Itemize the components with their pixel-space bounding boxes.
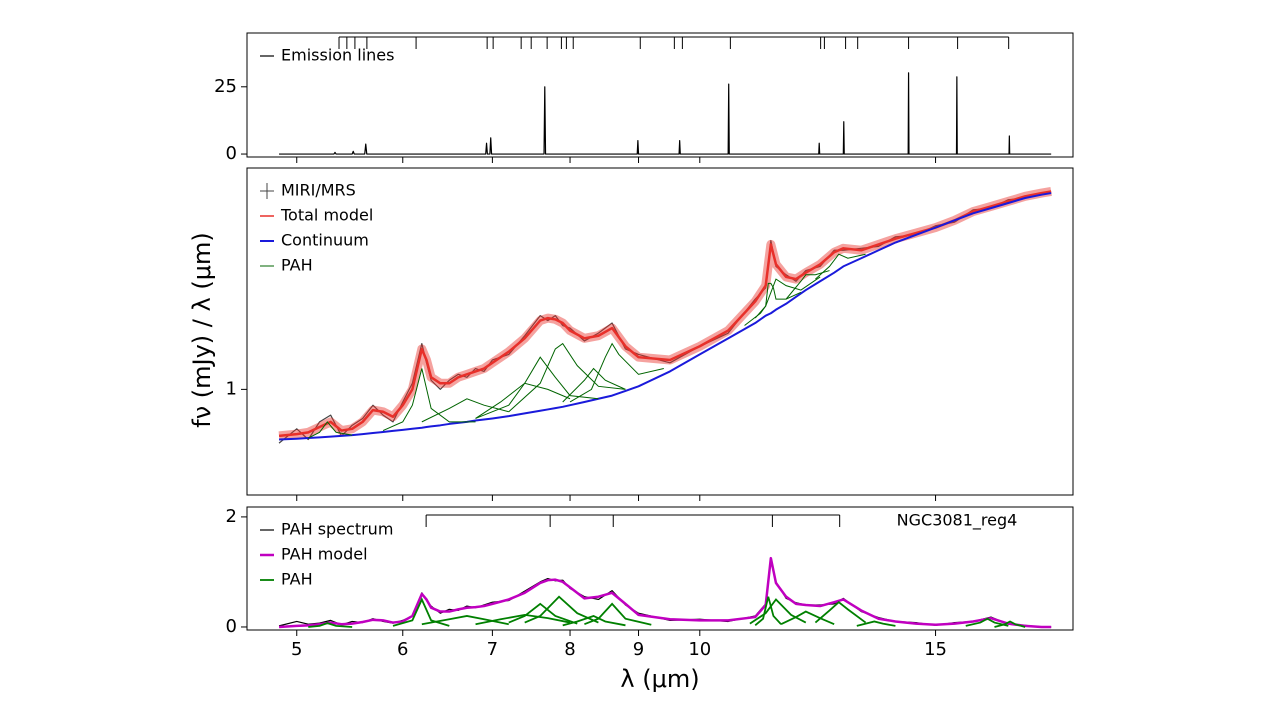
x-tick-label: 7 xyxy=(487,639,498,660)
pah-component xyxy=(584,602,652,626)
axes-frame xyxy=(246,506,1074,631)
y-tick-label: 1 xyxy=(226,378,237,399)
pah-component xyxy=(508,602,578,625)
series-line xyxy=(279,72,1052,155)
pah-component xyxy=(475,356,599,419)
y-axis-label: fν (mJy) / λ (μm) xyxy=(188,232,216,427)
pah-component xyxy=(754,596,782,627)
pah-component xyxy=(524,595,599,624)
y-tick-label: 25 xyxy=(214,76,237,97)
pah-component xyxy=(508,342,626,413)
pah-component xyxy=(994,620,1026,628)
pah-component xyxy=(856,620,896,627)
pah-component xyxy=(815,253,866,280)
y-tick-label: 0 xyxy=(226,143,237,164)
x-tick-label: 5 xyxy=(291,639,302,660)
y-tick-label: 2 xyxy=(226,506,237,527)
pah-component xyxy=(562,615,626,627)
axes-frame xyxy=(246,32,1074,158)
annotation: NGC3081_reg4 xyxy=(897,511,1018,531)
legend-label: PAH xyxy=(281,570,313,589)
pah-component xyxy=(814,601,867,624)
series-line xyxy=(278,556,1052,629)
pah-component xyxy=(308,622,353,628)
x-axis-label: λ (μm) xyxy=(620,665,699,693)
legend-label: Total model xyxy=(280,206,373,225)
series-line xyxy=(278,192,1052,441)
x-tick-label: 15 xyxy=(924,639,947,660)
pah-component xyxy=(780,610,835,626)
legend-label: MIRI/MRS xyxy=(281,181,356,200)
pah-component xyxy=(382,368,476,432)
x-tick-label: 6 xyxy=(397,639,408,660)
x-tick-label: 9 xyxy=(633,639,644,660)
legend-label: PAH spectrum xyxy=(281,520,393,539)
pah-component xyxy=(965,617,1009,627)
legend-label: Emission lines xyxy=(281,46,394,65)
pah-component xyxy=(754,276,821,319)
legend-label: PAH model xyxy=(281,545,368,564)
pah-component xyxy=(562,367,626,403)
pah-component xyxy=(785,270,830,300)
legend-label: PAH xyxy=(281,256,313,275)
x-tick-label: 8 xyxy=(564,639,575,660)
y-tick-label: 0 xyxy=(226,616,237,637)
plot-area xyxy=(279,72,1052,155)
plot-area xyxy=(278,186,1052,444)
axes-frame xyxy=(246,167,1074,496)
legend-label: Continuum xyxy=(281,231,369,250)
pah-component xyxy=(569,342,664,403)
series-line xyxy=(278,190,1052,438)
pah-component xyxy=(744,282,802,326)
x-tick-label: 10 xyxy=(688,639,711,660)
plot-area xyxy=(278,556,1052,629)
pah-component xyxy=(308,421,353,439)
